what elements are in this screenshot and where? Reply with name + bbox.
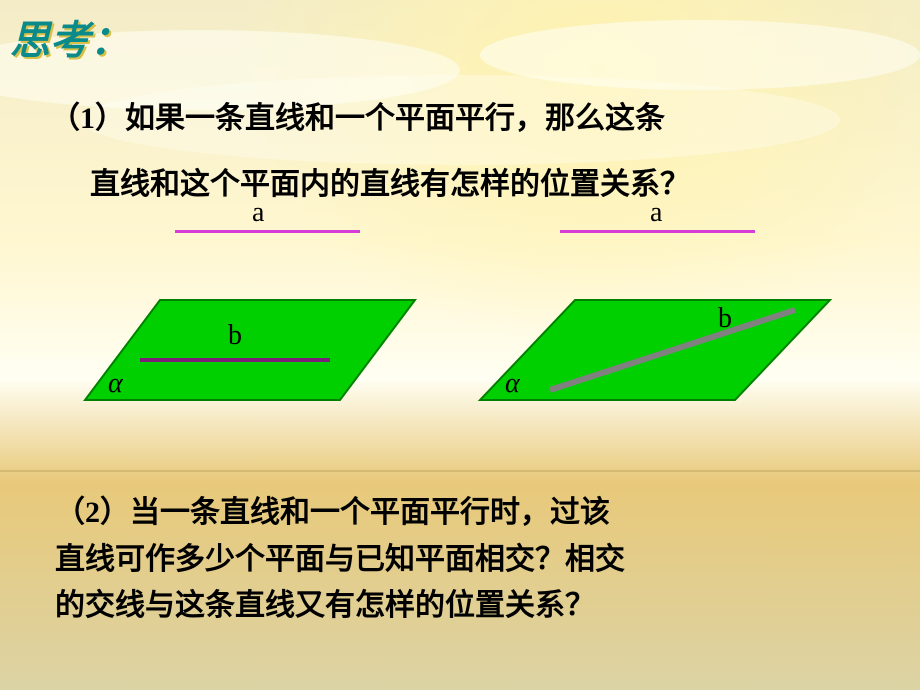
q2-line2: 直线可作多少个平面与已知平面相交？相交: [55, 537, 625, 584]
diagram-planes: [0, 0, 920, 460]
q2-line3: 的交线与这条直线又有怎样的位置关系？: [55, 583, 625, 630]
plane-left: [85, 300, 415, 400]
question-2: （2）当一条直线和一个平面平行时，过该 直线可作多少个平面与已知平面相交？相交 …: [55, 490, 625, 630]
label-alpha-left: α: [108, 368, 123, 400]
label-alpha-right: α: [505, 368, 520, 400]
q2-line1: （2）当一条直线和一个平面平行时，过该: [55, 490, 625, 537]
label-b-right: b: [718, 303, 732, 335]
slide-stage: 思考： （1）如果一条直线和一个平面平行，那么这条 直线和这个平面内的直线有怎样…: [0, 0, 920, 690]
label-b-left: b: [228, 320, 242, 352]
